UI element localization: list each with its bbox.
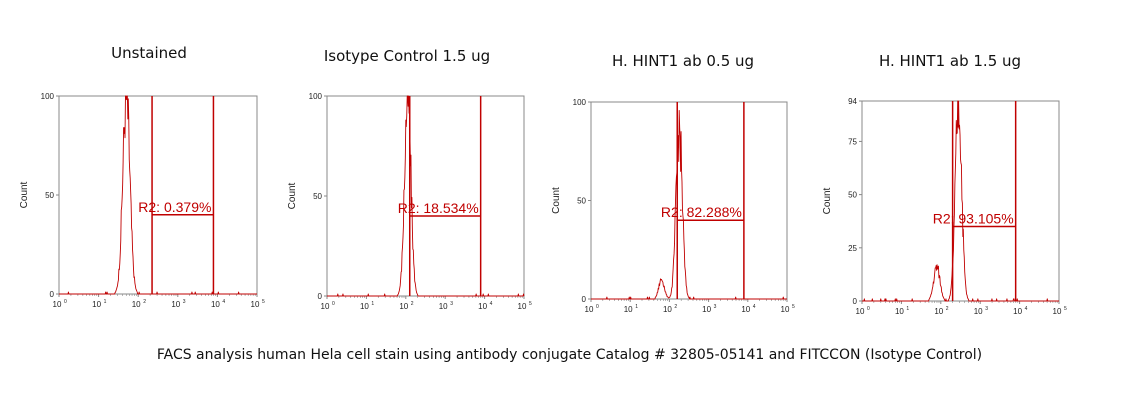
x-tick-exponent: 5 [1064, 306, 1067, 312]
gate-label: R2: 82.288% [661, 204, 742, 220]
y-axis-label: Count [19, 181, 30, 208]
gate-label: R2: 18.534% [398, 200, 479, 216]
gate-label: R2: 0.379% [138, 199, 211, 215]
x-tick-label: 10 [702, 305, 711, 314]
gate-label: R2: 93.105% [933, 211, 1014, 227]
x-tick-exponent: 3 [183, 299, 186, 305]
histogram-series [862, 100, 1059, 302]
x-tick-exponent: 2 [411, 301, 414, 307]
y-axis-label: Count [287, 182, 298, 209]
panel-2-title: Isotype Control 1.5 ug [323, 47, 491, 65]
y-tick-label: 75 [848, 137, 857, 146]
x-tick-label: 10 [741, 305, 750, 314]
y-tick-label: 50 [848, 191, 857, 200]
x-tick-exponent: 0 [64, 299, 67, 305]
x-tick-exponent: 3 [450, 301, 453, 307]
y-tick-label: 0 [853, 297, 858, 306]
histogram-series [59, 95, 257, 295]
y-tick-label: 50 [313, 192, 322, 201]
x-tick-label: 10 [321, 302, 330, 311]
x-tick-exponent: 3 [985, 306, 988, 312]
histogram-series [327, 95, 525, 297]
histogram-series [591, 109, 787, 300]
y-tick-label: 94 [848, 97, 857, 106]
x-tick-exponent: 4 [1025, 306, 1028, 312]
x-tick-label: 10 [895, 307, 904, 316]
x-tick-label: 10 [132, 300, 141, 309]
x-tick-label: 10 [53, 300, 62, 309]
y-tick-label: 0 [50, 290, 55, 299]
x-tick-label: 10 [92, 300, 101, 309]
x-tick-exponent: 2 [674, 304, 677, 310]
x-tick-label: 10 [360, 302, 369, 311]
x-tick-label: 10 [439, 302, 448, 311]
y-tick-label: 0 [318, 292, 323, 301]
x-tick-label: 10 [251, 300, 260, 309]
x-tick-label: 10 [856, 307, 865, 316]
panel-4-title: H. HINT1 ab 1.5 ug [878, 52, 1022, 70]
x-tick-label: 10 [1053, 307, 1062, 316]
x-tick-exponent: 0 [596, 304, 599, 310]
panel-1-title: Unstained [111, 44, 187, 62]
x-tick-exponent: 4 [222, 299, 225, 305]
x-tick-exponent: 4 [753, 304, 756, 310]
x-tick-label: 10 [781, 305, 790, 314]
x-tick-label: 10 [624, 305, 633, 314]
x-tick-label: 10 [663, 305, 672, 314]
x-tick-label: 10 [585, 305, 594, 314]
y-axis-label: Count [822, 187, 833, 214]
x-tick-exponent: 0 [867, 306, 870, 312]
x-tick-exponent: 1 [635, 304, 638, 310]
x-tick-exponent: 1 [104, 299, 107, 305]
x-tick-label: 10 [478, 302, 487, 311]
y-tick-label: 0 [582, 295, 587, 304]
y-tick-label: 100 [573, 98, 587, 107]
x-tick-exponent: 2 [946, 306, 949, 312]
x-tick-exponent: 5 [262, 299, 265, 305]
x-tick-exponent: 3 [714, 304, 717, 310]
y-axis-label: Count [551, 187, 562, 214]
x-tick-label: 10 [934, 307, 943, 316]
y-tick-label: 100 [309, 92, 323, 101]
x-tick-exponent: 4 [490, 301, 493, 307]
x-tick-exponent: 2 [143, 299, 146, 305]
y-tick-label: 25 [848, 244, 857, 253]
x-tick-label: 10 [399, 302, 408, 311]
x-tick-exponent: 5 [529, 301, 532, 307]
x-tick-exponent: 1 [371, 301, 374, 307]
figure-caption: FACS analysis human Hela cell stain usin… [156, 347, 983, 363]
plot-frame [861, 100, 1060, 302]
x-tick-label: 10 [1013, 307, 1022, 316]
y-tick-label: 50 [45, 191, 54, 200]
y-tick-label: 100 [41, 92, 55, 101]
x-tick-exponent: 5 [792, 304, 795, 310]
y-tick-label: 50 [577, 197, 586, 206]
x-tick-label: 10 [211, 300, 220, 309]
x-tick-label: 10 [518, 302, 527, 311]
x-tick-exponent: 1 [906, 306, 909, 312]
x-tick-label: 10 [171, 300, 180, 309]
x-tick-exponent: 0 [332, 301, 335, 307]
panel-3-title: H. HINT1 ab 0.5 ug [611, 52, 755, 70]
x-tick-label: 10 [974, 307, 983, 316]
